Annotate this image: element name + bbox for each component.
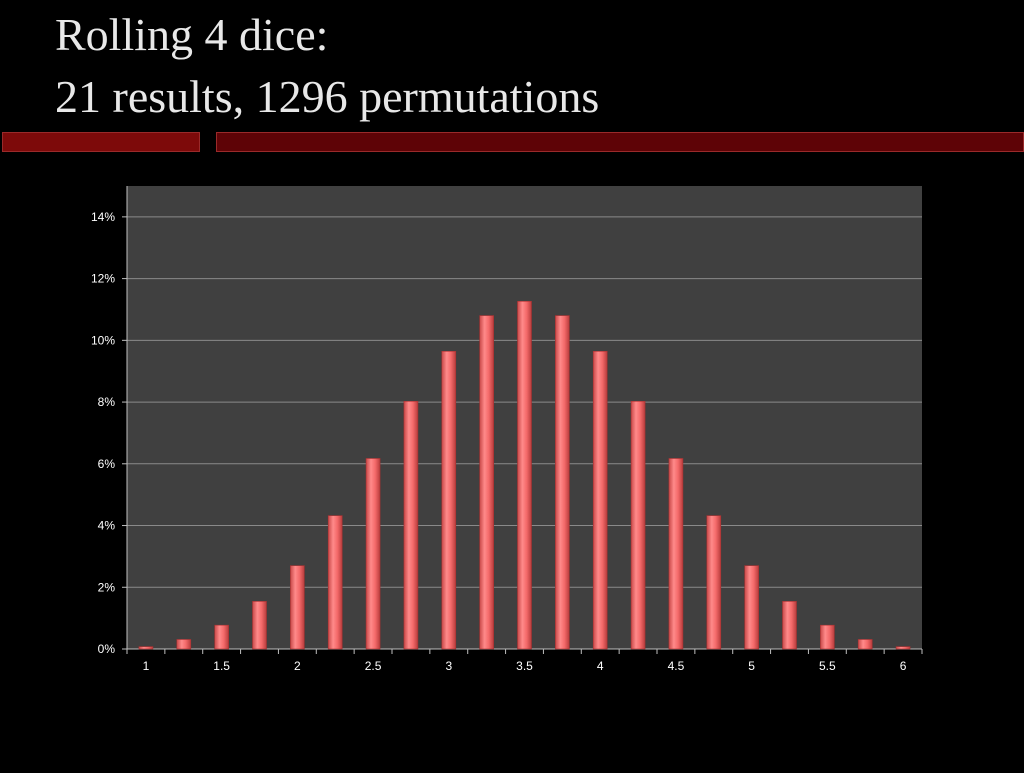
x-tick-label: 4.5: [668, 659, 685, 673]
x-tick-label: 1: [143, 659, 150, 673]
bar: [252, 601, 267, 650]
y-tick-label: 12%: [91, 272, 115, 286]
bar: [857, 639, 873, 650]
title-rule-left: [2, 132, 200, 152]
bar: [668, 458, 684, 650]
y-tick-label: 4%: [98, 519, 116, 533]
bar: [214, 624, 229, 650]
slide-title: Rolling 4 dice: 21 results, 1296 permuta…: [55, 4, 599, 128]
x-tick-label: 4: [597, 659, 604, 673]
bar: [895, 646, 911, 650]
x-tick-label: 3.5: [516, 659, 533, 673]
bar: [176, 639, 192, 650]
y-tick-label: 14%: [91, 210, 115, 224]
bar: [290, 565, 305, 650]
x-tick-label: 5.5: [819, 659, 836, 673]
bar: [479, 315, 494, 650]
y-tick-label: 8%: [98, 395, 116, 409]
x-tick-label: 2: [294, 659, 301, 673]
bar: [138, 646, 154, 650]
slide-title-line-1: Rolling 4 dice:: [55, 9, 329, 60]
x-tick-label: 3: [445, 659, 452, 673]
x-tick-label: 6: [900, 659, 907, 673]
bar: [517, 300, 532, 650]
x-tick-label: 5: [748, 659, 755, 673]
bar: [820, 624, 835, 650]
y-tick-label: 0%: [98, 642, 116, 656]
y-tick-label: 10%: [91, 333, 115, 347]
x-tick-label: 2.5: [365, 659, 382, 673]
bar: [782, 601, 797, 650]
x-tick-label: 1.5: [213, 659, 230, 673]
bar: [744, 565, 759, 650]
bar: [403, 400, 419, 650]
bar: [327, 515, 343, 650]
bar: [365, 458, 381, 650]
bar: [441, 350, 457, 650]
y-tick-label: 6%: [98, 457, 116, 471]
bar: [706, 515, 722, 650]
bar: [630, 400, 646, 650]
bar: [592, 350, 608, 650]
slide-title-line-2: 21 results, 1296 permutations: [55, 71, 600, 122]
y-tick-label: 2%: [98, 580, 116, 594]
bar: [555, 315, 570, 650]
